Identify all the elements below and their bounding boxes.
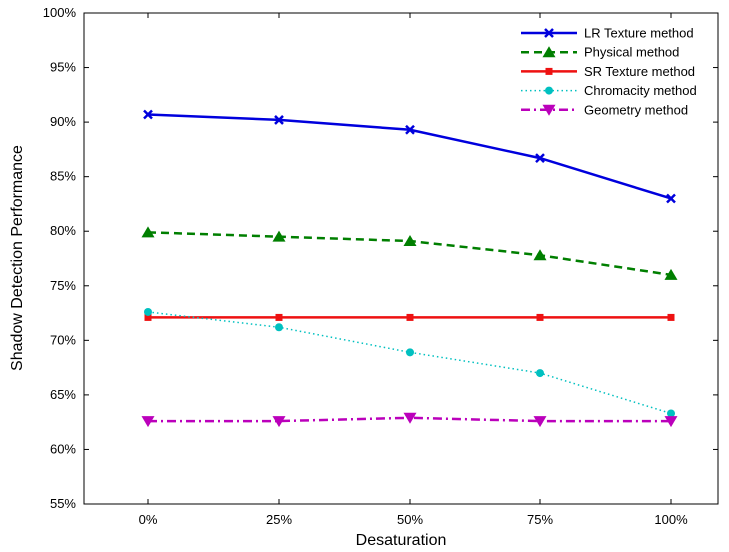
data-point bbox=[275, 313, 283, 321]
legend-entry: Geometry method bbox=[521, 102, 688, 117]
y-axis: 55% 60% 65% 70% 75% 80% 85% 90% 95% 100% bbox=[43, 5, 718, 511]
legend-label: Chromacity method bbox=[584, 83, 697, 98]
series-physical-method bbox=[141, 226, 678, 280]
legend-entry: Physical method bbox=[521, 45, 679, 60]
data-point bbox=[406, 313, 414, 321]
series-sr-texture-method bbox=[144, 313, 675, 321]
data-point bbox=[536, 313, 544, 321]
legend-entry: LR Texture method bbox=[521, 26, 694, 41]
data-point bbox=[141, 416, 155, 428]
legend-entry: SR Texture method bbox=[521, 64, 695, 79]
data-point bbox=[403, 412, 417, 424]
y-tick-label: 65% bbox=[50, 387, 76, 402]
y-tick-label: 95% bbox=[50, 60, 76, 75]
data-point bbox=[272, 230, 286, 242]
legend-marker bbox=[542, 46, 556, 58]
series-layer bbox=[141, 109, 678, 428]
legend-label: LR Texture method bbox=[584, 26, 694, 41]
legend: LR Texture method Physical method SR Textu… bbox=[521, 26, 697, 117]
legend-entry: Chromacity method bbox=[521, 83, 697, 98]
data-point bbox=[664, 268, 678, 280]
legend-marker bbox=[542, 104, 556, 116]
y-tick-label: 75% bbox=[50, 278, 76, 293]
series-chromacity-method bbox=[144, 307, 675, 418]
data-point bbox=[405, 124, 415, 135]
data-point bbox=[141, 226, 155, 238]
data-point bbox=[536, 369, 544, 378]
data-point bbox=[275, 323, 283, 332]
data-point bbox=[535, 153, 545, 164]
data-point bbox=[144, 313, 152, 321]
y-tick-label: 70% bbox=[50, 332, 76, 347]
data-point bbox=[272, 416, 286, 428]
x-tick-label: 0% bbox=[139, 512, 158, 527]
legend-marker bbox=[544, 28, 554, 38]
legend-label: Geometry method bbox=[584, 102, 688, 117]
y-tick-label: 90% bbox=[50, 114, 76, 129]
x-tick-label: 25% bbox=[266, 512, 292, 527]
series-geometry-method bbox=[141, 412, 678, 428]
y-tick-label: 100% bbox=[43, 5, 77, 20]
legend-label: Physical method bbox=[584, 45, 679, 60]
data-point bbox=[667, 409, 675, 418]
data-point bbox=[143, 109, 153, 120]
y-axis-title: Shadow Detection Performance bbox=[9, 145, 26, 371]
data-point bbox=[666, 193, 676, 204]
legend-marker bbox=[545, 67, 553, 75]
x-tick-label: 50% bbox=[397, 512, 423, 527]
data-point bbox=[274, 115, 284, 125]
y-tick-label: 60% bbox=[50, 441, 76, 456]
legend-marker bbox=[545, 86, 553, 95]
data-point bbox=[533, 416, 547, 428]
data-point bbox=[667, 313, 675, 321]
data-point bbox=[664, 416, 678, 428]
x-axis-title: Desaturation bbox=[356, 532, 447, 549]
y-tick-label: 85% bbox=[50, 169, 76, 184]
series-lr-texture-method bbox=[143, 109, 676, 204]
data-point bbox=[403, 235, 417, 247]
y-tick-label: 55% bbox=[50, 496, 76, 511]
data-point bbox=[406, 348, 414, 357]
x-tick-label: 100% bbox=[654, 512, 688, 527]
y-tick-label: 80% bbox=[50, 223, 76, 238]
x-tick-label: 75% bbox=[527, 512, 553, 527]
data-point bbox=[533, 249, 547, 261]
legend-label: SR Texture method bbox=[584, 64, 695, 79]
x-axis: 0% 25% 50% 75% 100% bbox=[139, 13, 688, 527]
data-point bbox=[144, 307, 152, 316]
